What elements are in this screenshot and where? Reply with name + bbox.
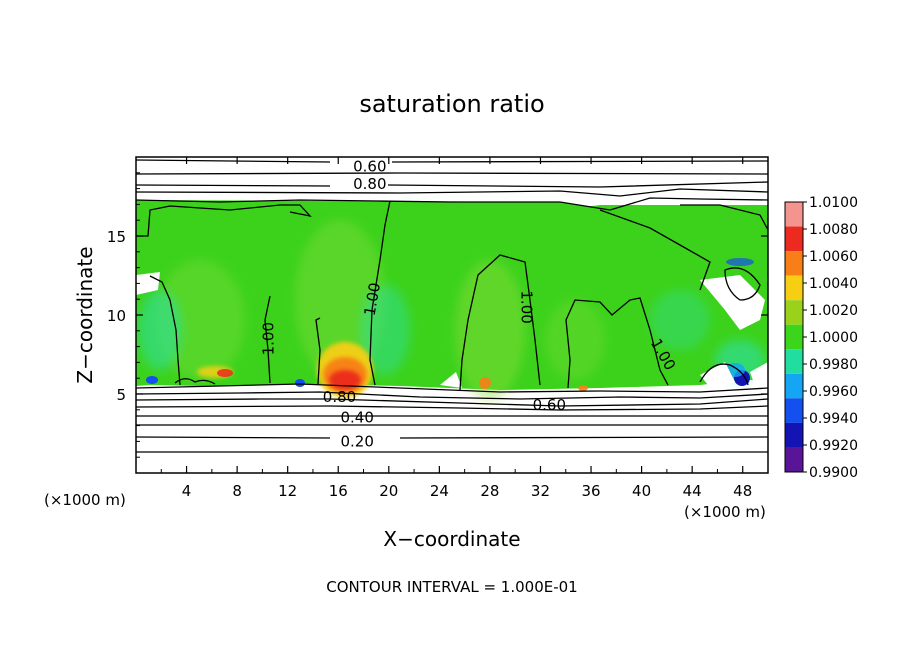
contour-line: [174, 378, 216, 385]
saturated-region: [136, 200, 768, 390]
contour-line: [136, 398, 768, 407]
dry-spot: [146, 376, 158, 384]
colorbar-swatch: [785, 226, 803, 252]
contour-label: 0.80: [353, 175, 386, 193]
contour-label: 0.80: [323, 388, 356, 406]
contour-label: 1.00: [260, 322, 278, 355]
dry-hole: [750, 362, 768, 386]
colorbar-label: 0.9900: [809, 465, 858, 481]
colorbar-swatch: [785, 202, 803, 227]
supersaturated-core: [479, 377, 491, 389]
x-tick-label: 4: [182, 482, 192, 500]
chart-title: saturation ratio: [359, 90, 544, 118]
subsaturated-patch: [138, 290, 182, 370]
x-axis: 4 8 12 16 20 24 28 32 36 40 44 48: [160, 157, 752, 500]
contour-label: 1.00: [361, 281, 385, 317]
colorbar-label: 0.9960: [809, 384, 858, 400]
x-tick-label: 20: [379, 482, 398, 500]
dry-hole: [700, 362, 735, 390]
x-tick-label: 36: [581, 482, 600, 500]
x-tick-label: 16: [329, 482, 348, 500]
colorbar-label: 1.0060: [809, 249, 858, 265]
x-tick-label: 24: [430, 482, 449, 500]
dry-hole: [440, 372, 462, 388]
contour-line: [136, 204, 312, 237]
colorbar-swatch: [785, 324, 803, 350]
contour-line: [369, 200, 391, 386]
colorbar-label: 0.9980: [809, 357, 858, 373]
colorbar-label: 1.0080: [809, 222, 858, 238]
dry-hole: [700, 275, 765, 330]
contour-line: [315, 317, 321, 385]
supersaturated-core: [217, 369, 233, 377]
y-tick-label: 10: [107, 307, 126, 325]
x-axis-title: X−coordinate: [383, 527, 520, 551]
contour-label: 0.40: [340, 409, 373, 427]
contour-line: [136, 391, 768, 400]
contour-labels: 0.600.801.001.00 1.001.000.80 0.600.400.20: [260, 157, 680, 450]
subsaturated-patch: [650, 290, 710, 350]
contour-line: [136, 188, 768, 197]
contour-lines: [136, 159, 768, 453]
dry-spot: [726, 258, 754, 266]
supersaturated-core: [578, 385, 588, 391]
x-tick-label: 48: [733, 482, 752, 500]
contour-line: [136, 405, 768, 411]
colorbar-label: 1.0020: [809, 303, 858, 319]
contour-label: 1.00: [518, 290, 536, 323]
contour-line: [136, 159, 768, 163]
moist-plume: [545, 300, 605, 380]
colorbar-swatch: [785, 349, 803, 374]
colorbar-swatch: [785, 275, 803, 301]
x-tick-label: 44: [683, 482, 702, 500]
dry-spot: [295, 379, 305, 387]
contour-line: [136, 181, 768, 188]
contour-interval-note: CONTOUR INTERVAL = 1.000E-01: [326, 578, 577, 596]
colorbar-swatch: [785, 251, 803, 276]
y-axis-title: Z−coordinate: [73, 246, 97, 383]
contour-line: [599, 209, 711, 291]
x-tick-label: 8: [232, 482, 242, 500]
contour-line: [459, 254, 541, 391]
contour-line: [724, 267, 761, 301]
colorbar-label: 1.0000: [809, 330, 858, 346]
contour-line: [136, 383, 768, 393]
y-tick-label: 15: [107, 228, 126, 246]
colorbar-label: 0.9920: [809, 438, 858, 454]
contour-line: [264, 295, 271, 384]
colorbar-swatch: [785, 422, 803, 448]
x-unit-left: (×1000 m): [44, 491, 126, 509]
colorbar-swatch: [785, 373, 803, 399]
contour-line: [699, 363, 749, 386]
colorbar-label: 0.9940: [809, 411, 858, 427]
contour-label: 0.20: [340, 432, 373, 450]
contour-line: [680, 204, 768, 231]
x-unit-right: (×1000 m): [684, 503, 766, 521]
contour-line: [565, 297, 669, 389]
colorbar-label: 1.0040: [809, 276, 858, 292]
contour-line: [136, 197, 768, 211]
contour-line: [136, 172, 768, 175]
colorbar: 1.0100 1.0080 1.0060 1.0040 1.0020 1.0000 0.99…: [784, 195, 858, 481]
x-tick-label: 28: [480, 482, 499, 500]
supersaturated-core: [329, 370, 361, 390]
colorbar-swatch: [785, 447, 803, 472]
heatmap-field: [136, 200, 768, 400]
y-tick-label: 5: [116, 386, 126, 404]
x-tick-label: 32: [531, 482, 550, 500]
x-tick-label: 40: [632, 482, 651, 500]
colorbar-label: 1.0100: [809, 195, 858, 211]
colorbar-swatch: [785, 398, 803, 423]
colorbar-swatch: [785, 300, 803, 325]
y-axis: 5 10 15: [107, 172, 768, 458]
contour-label: 0.60: [353, 157, 386, 175]
contour-line: [136, 436, 768, 439]
contour-label: 0.60: [533, 396, 566, 414]
moist-plume: [455, 260, 525, 400]
contour-line: [149, 275, 181, 386]
x-tick-label: 12: [278, 482, 297, 500]
